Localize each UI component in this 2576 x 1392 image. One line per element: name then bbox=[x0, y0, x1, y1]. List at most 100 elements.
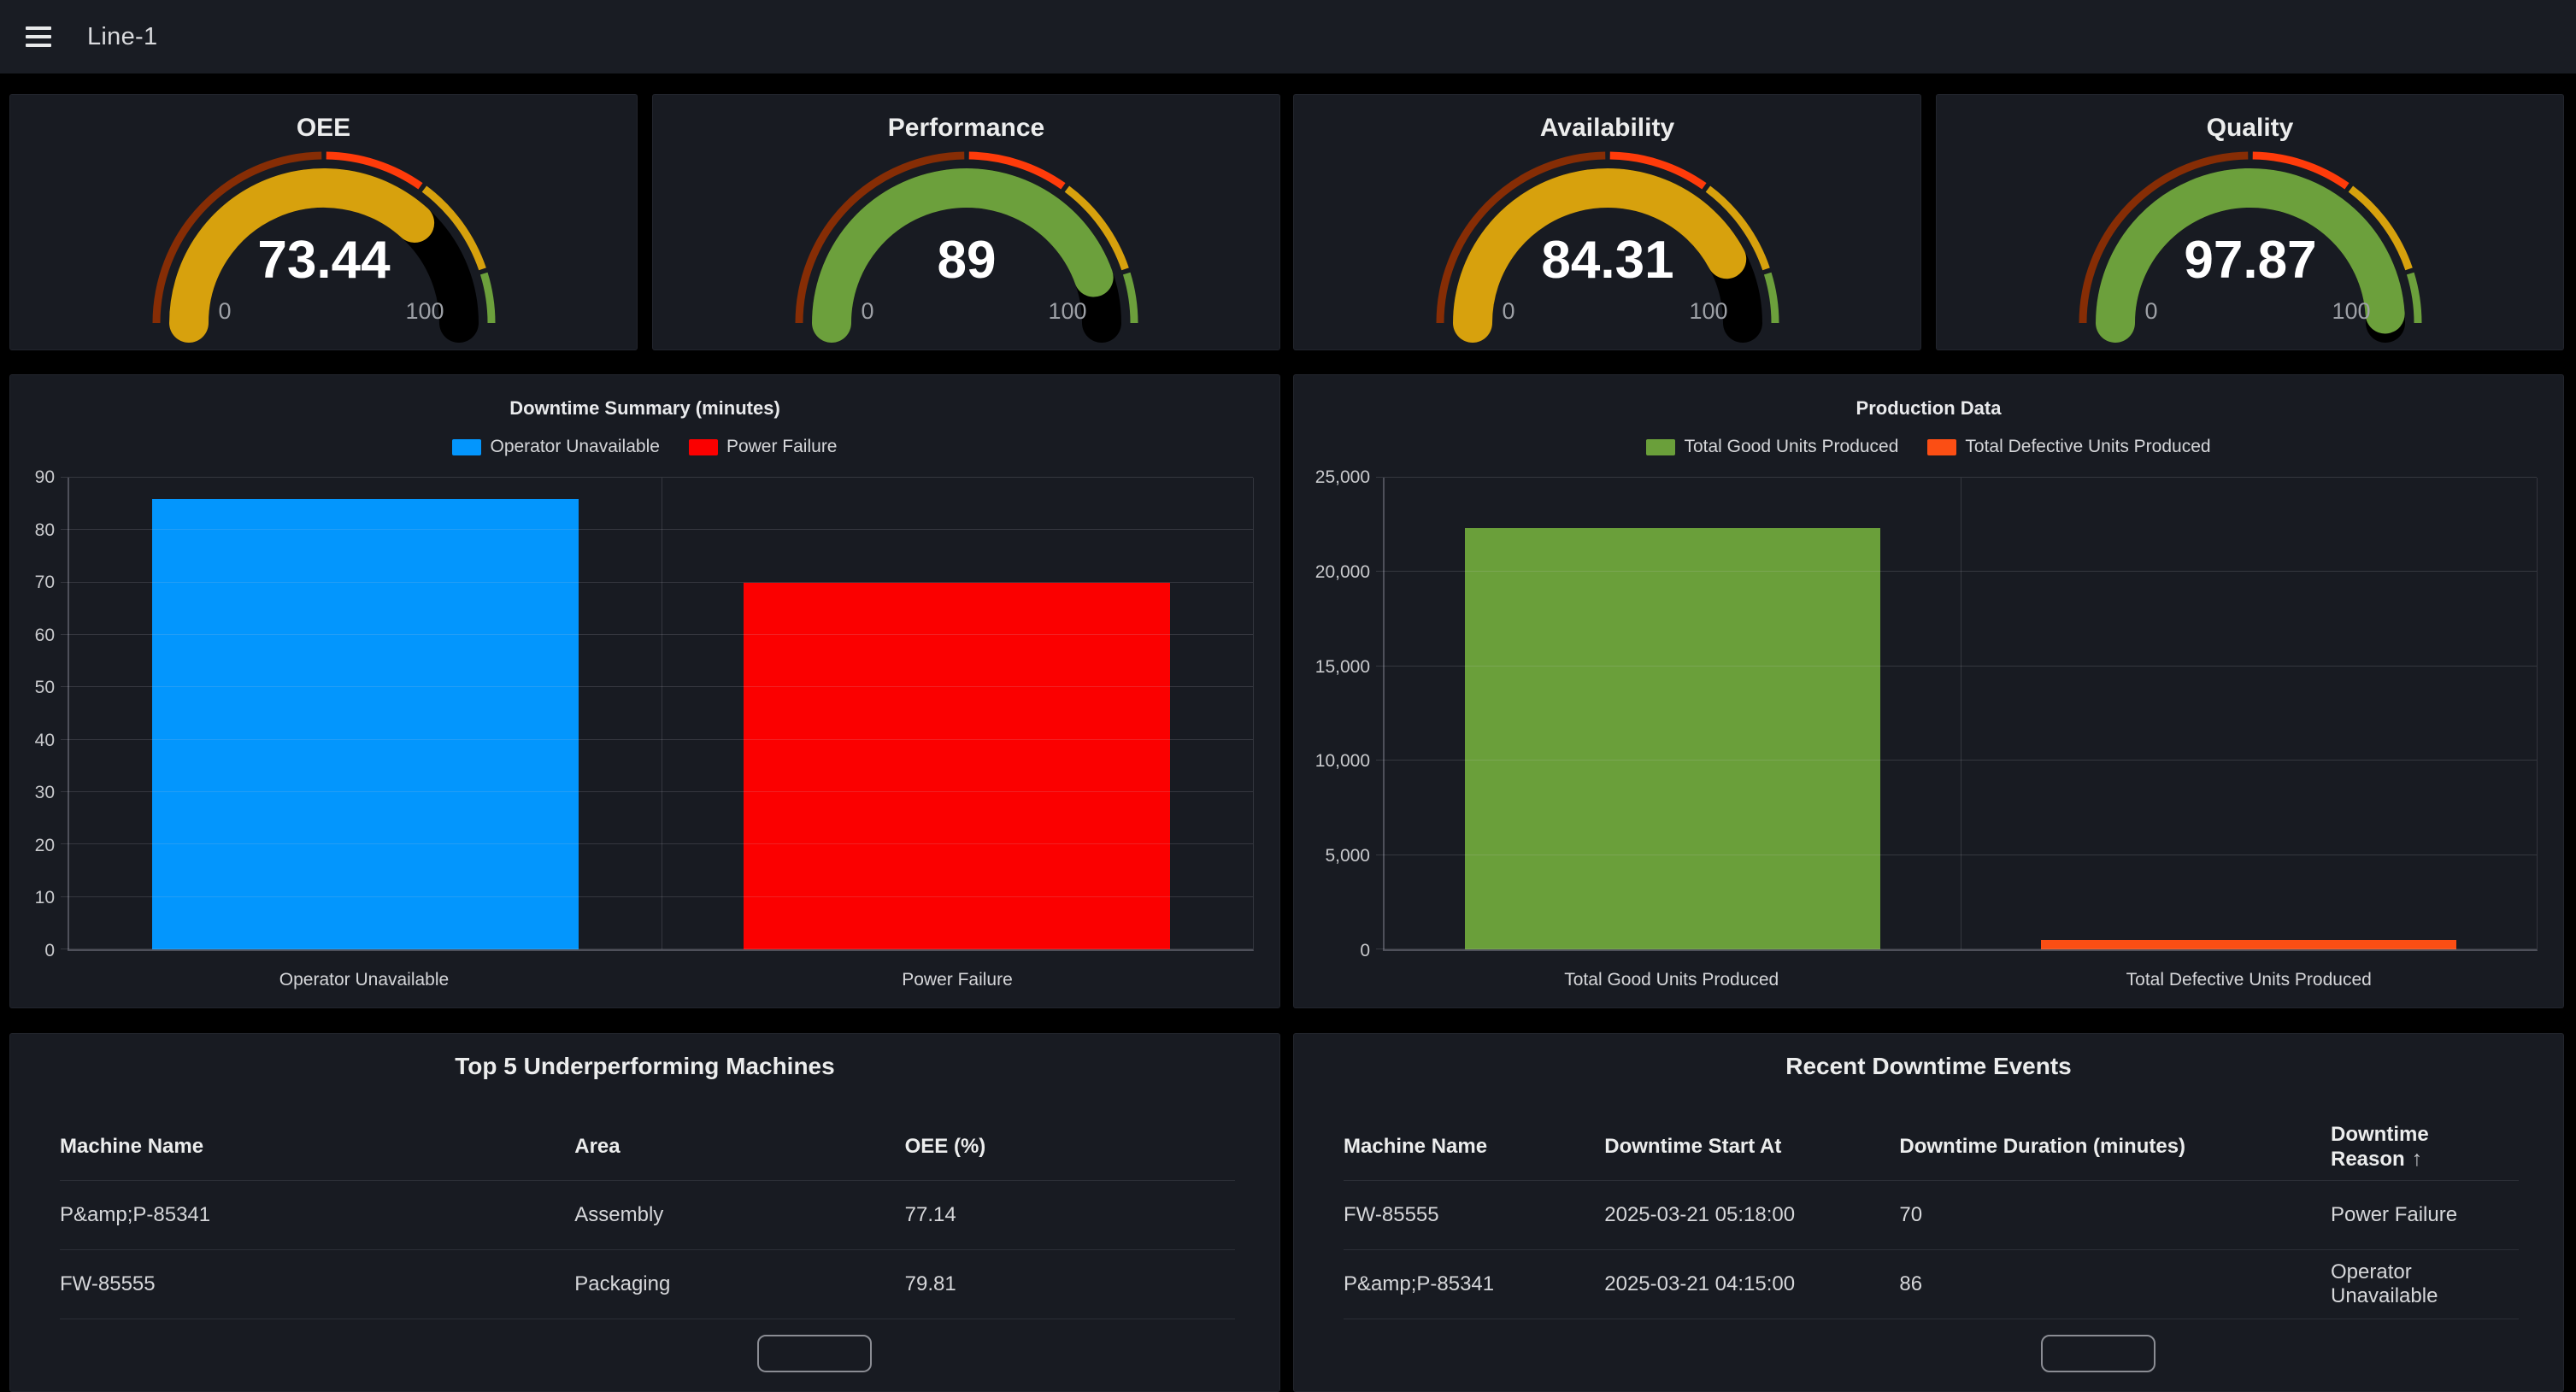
cell-machine-name: FW-85555 bbox=[1344, 1203, 1439, 1226]
cell-downtime-reason: Power Failure bbox=[2331, 1203, 2458, 1226]
sort-ascending-icon: ↑ bbox=[2411, 1146, 2423, 1171]
bar-operator-unavailable bbox=[151, 498, 579, 949]
legend-item-defective-units[interactable]: Total Defective Units Produced bbox=[1927, 437, 2211, 457]
y-tick-label: 30 bbox=[34, 783, 55, 803]
legend-label: Total Defective Units Produced bbox=[1965, 437, 2211, 456]
y-tick-label: 5,000 bbox=[1325, 846, 1370, 866]
gridline bbox=[61, 529, 1253, 531]
cell-area: Packaging bbox=[574, 1272, 671, 1295]
y-tick-label: 0 bbox=[44, 941, 55, 960]
top-navigation-bar: Line-1 bbox=[0, 0, 2576, 73]
column-header-oee[interactable]: OEE (%) bbox=[904, 1135, 986, 1158]
dashboard-title: Line-1 bbox=[87, 22, 158, 50]
pagination-button[interactable] bbox=[757, 1335, 872, 1372]
x-category-label: Total Good Units Produced bbox=[1564, 970, 1779, 990]
bar-good-units bbox=[1465, 527, 1880, 949]
pagination-button[interactable] bbox=[2041, 1335, 2155, 1372]
legend-swatch bbox=[1646, 438, 1676, 455]
svg-text:100: 100 bbox=[1048, 298, 1086, 324]
downtime-summary-chart-panel: Downtime Summary (minutes) Operator Unav… bbox=[9, 374, 1280, 1008]
plot-area bbox=[61, 477, 1254, 951]
y-tick-label: 90 bbox=[34, 467, 55, 487]
table-row: FW-85555 Packaging 79.81 bbox=[60, 1250, 1235, 1319]
gridline bbox=[1376, 760, 2537, 761]
svg-text:97.87: 97.87 bbox=[2184, 231, 2316, 290]
y-tick-label: 10 bbox=[34, 888, 55, 908]
column-header-area[interactable]: Area bbox=[574, 1135, 620, 1158]
oee-gauge: 73.44 0 100 bbox=[152, 151, 495, 343]
table-header-row: Machine Name Area OEE (%) bbox=[60, 1113, 1235, 1181]
legend-item-operator-unavailable[interactable]: Operator Unavailable bbox=[452, 437, 660, 457]
column-header-machine-name[interactable]: Machine Name bbox=[1344, 1135, 1488, 1158]
gridline bbox=[61, 634, 1253, 635]
gauge-panel-quality: Quality 97.87 0 100 bbox=[1936, 94, 2564, 350]
column-header-downtime-reason[interactable]: Downtime Reason ↑ bbox=[2331, 1123, 2519, 1172]
x-category-label: Operator Unavailable bbox=[279, 970, 450, 990]
panel-title[interactable]: OEE bbox=[296, 114, 351, 142]
legend-swatch bbox=[1927, 438, 1957, 455]
gridline bbox=[61, 896, 1253, 897]
legend-label: Total Good Units Produced bbox=[1684, 437, 1899, 456]
gridline bbox=[61, 843, 1253, 845]
table-row: P&amp;P-85341 2025-03-21 04:15:00 86 Ope… bbox=[1344, 1250, 2519, 1319]
table-header-row: Machine Name Downtime Start At Downtime … bbox=[1344, 1113, 2519, 1181]
panel-title[interactable]: Performance bbox=[887, 114, 1045, 142]
legend-item-power-failure[interactable]: Power Failure bbox=[688, 437, 838, 457]
panel-title[interactable]: Production Data bbox=[1856, 397, 2002, 419]
legend-swatch bbox=[452, 438, 482, 455]
table: Machine Name Downtime Start At Downtime … bbox=[1344, 1113, 2519, 1319]
table-row: FW-85555 2025-03-21 05:18:00 70 Power Fa… bbox=[1344, 1181, 2519, 1250]
x-axis-category-labels: Total Good Units Produced Total Defectiv… bbox=[1383, 970, 2538, 990]
gridline bbox=[61, 477, 1253, 478]
y-tick-label: 60 bbox=[34, 625, 55, 645]
underperforming-machines-table-panel: Top 5 Underperforming Machines Machine N… bbox=[9, 1033, 1280, 1392]
svg-text:100: 100 bbox=[1689, 298, 1727, 324]
panel-title[interactable]: Recent Downtime Events bbox=[1785, 1053, 2072, 1079]
menu-hamburger-icon[interactable] bbox=[26, 26, 51, 47]
column-header-label: Downtime Reason bbox=[2331, 1122, 2429, 1171]
legend-item-good-units[interactable]: Total Good Units Produced bbox=[1646, 437, 1898, 457]
panel-title[interactable]: Quality bbox=[2206, 114, 2294, 142]
gridline bbox=[1376, 665, 2537, 667]
gridline bbox=[61, 686, 1253, 688]
gauge-panel-oee: OEE 73.44 0 100 bbox=[9, 94, 638, 350]
svg-text:0: 0 bbox=[861, 298, 873, 324]
gridline bbox=[61, 738, 1253, 740]
cell-machine-name: P&amp;P-85341 bbox=[1344, 1272, 1495, 1295]
column-header-machine-name[interactable]: Machine Name bbox=[60, 1135, 204, 1158]
chart-legend: Operator Unavailable Power Failure bbox=[10, 437, 1279, 457]
x-category-label: Power Failure bbox=[902, 970, 1013, 990]
cell-oee: 79.81 bbox=[904, 1272, 956, 1295]
chart-legend: Total Good Units Produced Total Defectiv… bbox=[1294, 437, 2563, 457]
cell-downtime-start: 2025-03-21 05:18:00 bbox=[1604, 1203, 1796, 1226]
panel-title[interactable]: Availability bbox=[1539, 114, 1675, 142]
availability-gauge: 84.31 0 100 bbox=[1436, 151, 1779, 343]
gauge-panel-availability: Availability 84.31 0 100 bbox=[1293, 94, 1921, 350]
y-tick-label: 25,000 bbox=[1314, 467, 1370, 487]
svg-text:0: 0 bbox=[1502, 298, 1514, 324]
column-header-downtime-start[interactable]: Downtime Start At bbox=[1604, 1135, 1782, 1158]
y-tick-label: 50 bbox=[34, 678, 55, 698]
bar-defective-units bbox=[2041, 940, 2456, 949]
bar-power-failure bbox=[744, 582, 1171, 949]
svg-text:73.44: 73.44 bbox=[257, 231, 391, 290]
gridline bbox=[1376, 571, 2537, 573]
column-header-downtime-duration[interactable]: Downtime Duration (minutes) bbox=[1899, 1135, 2186, 1158]
quality-gauge: 97.87 0 100 bbox=[2079, 151, 2421, 343]
panel-title[interactable]: Top 5 Underperforming Machines bbox=[455, 1053, 835, 1079]
performance-gauge: 89 0 100 bbox=[795, 151, 1138, 343]
y-tick-label: 0 bbox=[1360, 941, 1370, 960]
plot-area bbox=[1376, 477, 2538, 951]
y-tick-label: 20 bbox=[34, 835, 55, 855]
y-tick-label: 15,000 bbox=[1314, 656, 1370, 677]
gauge-panel-performance: Performance 89 0 100 bbox=[652, 94, 1280, 350]
svg-text:100: 100 bbox=[2332, 298, 2370, 324]
cell-downtime-duration: 86 bbox=[1899, 1272, 1923, 1295]
y-axis-tick-labels: 0 5,000 10,000 15,000 20,000 25,000 bbox=[1294, 467, 1370, 960]
recent-downtime-events-table-panel: Recent Downtime Events Machine Name Down… bbox=[1293, 1033, 2564, 1392]
cell-machine-name: P&amp;P-85341 bbox=[60, 1203, 211, 1226]
legend-swatch bbox=[688, 438, 718, 455]
cell-area: Assembly bbox=[574, 1203, 664, 1226]
y-axis-tick-labels: 0 10 20 30 40 50 60 70 80 90 bbox=[10, 467, 55, 960]
panel-title[interactable]: Downtime Summary (minutes) bbox=[509, 397, 780, 419]
